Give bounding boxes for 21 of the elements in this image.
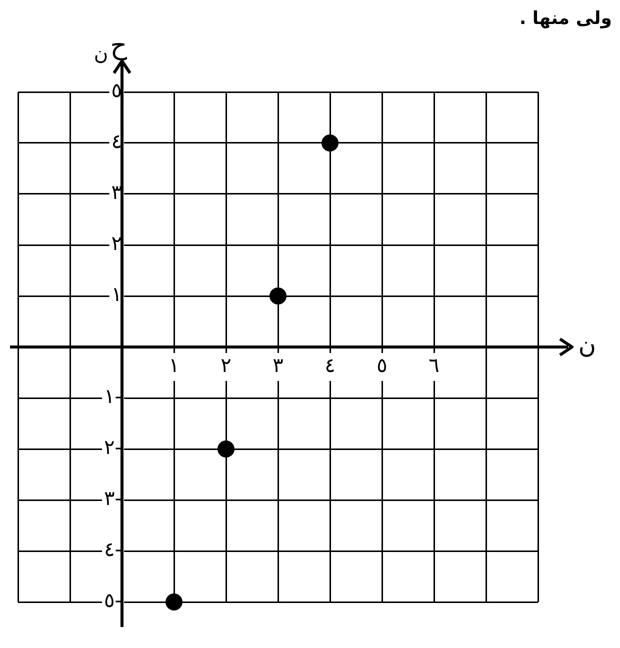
point: [322, 134, 338, 152]
y-tick-label: ٢-: [104, 435, 122, 460]
point: [166, 594, 182, 610]
y-tick-label: ٣-: [104, 486, 122, 510]
y-tick-label: ٢: [111, 231, 122, 256]
y-tick-label: ٥-: [104, 588, 122, 612]
x-tick-label: ٣: [272, 353, 284, 378]
y-tick-label: ١: [111, 282, 122, 306]
point: [218, 440, 234, 458]
y-tick-label: ١-: [104, 384, 122, 408]
x-tick-label: ٥: [376, 353, 388, 378]
x-tick-label: ٢: [220, 353, 232, 378]
x-tick-label: ٦: [428, 353, 440, 378]
point: [270, 288, 286, 304]
y-tick-label: ٤: [111, 129, 122, 154]
text: ولى منها .: [518, 8, 612, 31]
x-tick-label: ١: [168, 353, 180, 378]
y-tick-label: ٥: [111, 78, 122, 102]
x-axis-title: ن: [578, 331, 596, 360]
y-tick-label: ٤-: [104, 537, 122, 562]
x-tick-label: ٤: [324, 353, 336, 378]
